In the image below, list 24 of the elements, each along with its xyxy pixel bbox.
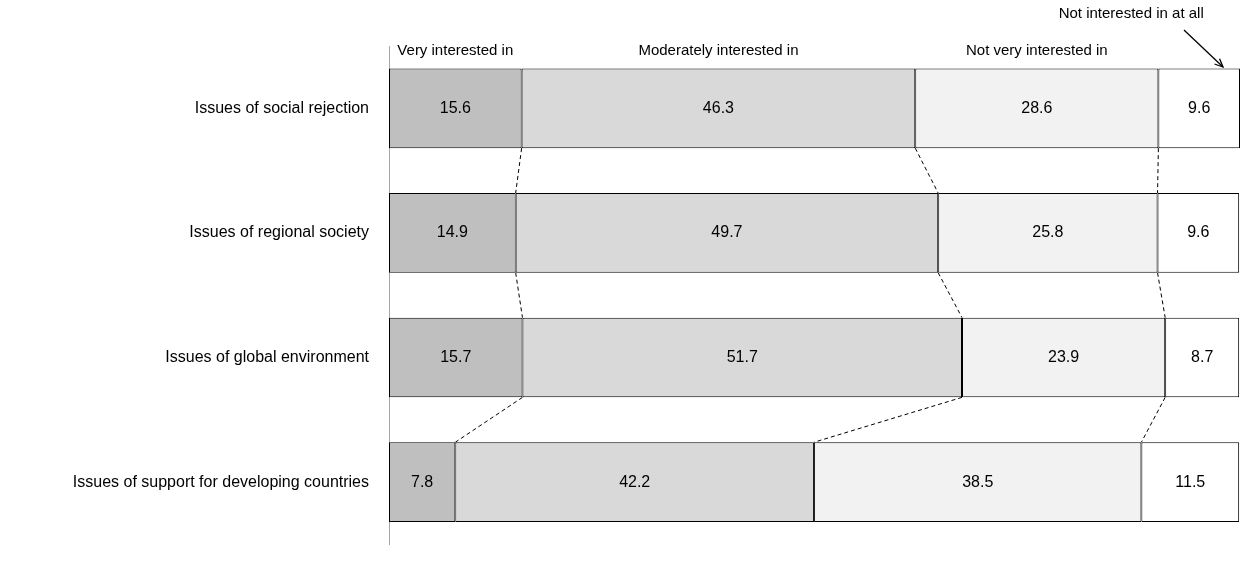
data-label: 11.5 bbox=[1175, 472, 1206, 490]
y-tick-label: Issues of global environment bbox=[165, 347, 370, 365]
series-label: Moderately interested in bbox=[638, 40, 799, 58]
series-label: Very interested in bbox=[397, 40, 514, 58]
data-label: 15.7 bbox=[440, 347, 472, 365]
data-label: 42.2 bbox=[619, 472, 651, 490]
data-label: 38.5 bbox=[962, 472, 994, 490]
data-label: 28.6 bbox=[1021, 98, 1053, 116]
data-label: 15.6 bbox=[439, 98, 471, 116]
data-label: 9.6 bbox=[1188, 98, 1211, 116]
data-label: 14.9 bbox=[436, 223, 469, 241]
data-label: 51.7 bbox=[726, 347, 758, 365]
data-label: 7.8 bbox=[411, 472, 434, 490]
series-label: Not very interested in bbox=[965, 40, 1108, 58]
data-label: 8.7 bbox=[1191, 347, 1214, 365]
data-label: 25.8 bbox=[1032, 223, 1064, 241]
data-label: 23.9 bbox=[1048, 347, 1080, 365]
y-tick-label: Issues of social rejection bbox=[194, 98, 369, 116]
y-tick-label: Issues of support for developing countries bbox=[72, 472, 369, 490]
data-label: 49.7 bbox=[711, 223, 743, 241]
text: Not interested in at all bbox=[1058, 3, 1204, 21]
data-label: 46.3 bbox=[702, 98, 735, 116]
data-label: 9.6 bbox=[1187, 223, 1210, 241]
y-tick-label: Issues of regional society bbox=[189, 223, 369, 241]
